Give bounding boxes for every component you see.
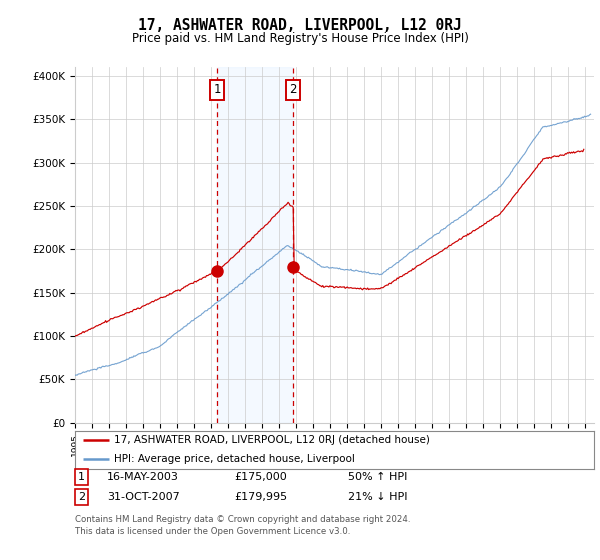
Text: 17, ASHWATER ROAD, LIVERPOOL, L12 0RJ (detached house): 17, ASHWATER ROAD, LIVERPOOL, L12 0RJ (d… (114, 435, 430, 445)
Text: Contains HM Land Registry data © Crown copyright and database right 2024.: Contains HM Land Registry data © Crown c… (75, 515, 410, 524)
Text: 31-OCT-2007: 31-OCT-2007 (107, 492, 179, 502)
Bar (217, 67, 293, 423)
Text: 1: 1 (78, 472, 85, 482)
Text: 1: 1 (214, 83, 221, 96)
Text: 21% ↓ HPI: 21% ↓ HPI (348, 492, 407, 502)
Text: 16-MAY-2003: 16-MAY-2003 (107, 472, 179, 482)
Text: £179,995: £179,995 (234, 492, 287, 502)
Text: This data is licensed under the Open Government Licence v3.0.: This data is licensed under the Open Gov… (75, 528, 350, 536)
Text: 2: 2 (78, 492, 85, 502)
Text: Price paid vs. HM Land Registry's House Price Index (HPI): Price paid vs. HM Land Registry's House … (131, 32, 469, 45)
Text: HPI: Average price, detached house, Liverpool: HPI: Average price, detached house, Live… (114, 454, 355, 464)
Text: 17, ASHWATER ROAD, LIVERPOOL, L12 0RJ: 17, ASHWATER ROAD, LIVERPOOL, L12 0RJ (138, 18, 462, 33)
Text: 50% ↑ HPI: 50% ↑ HPI (348, 472, 407, 482)
Text: £175,000: £175,000 (234, 472, 287, 482)
Text: 2: 2 (290, 83, 297, 96)
